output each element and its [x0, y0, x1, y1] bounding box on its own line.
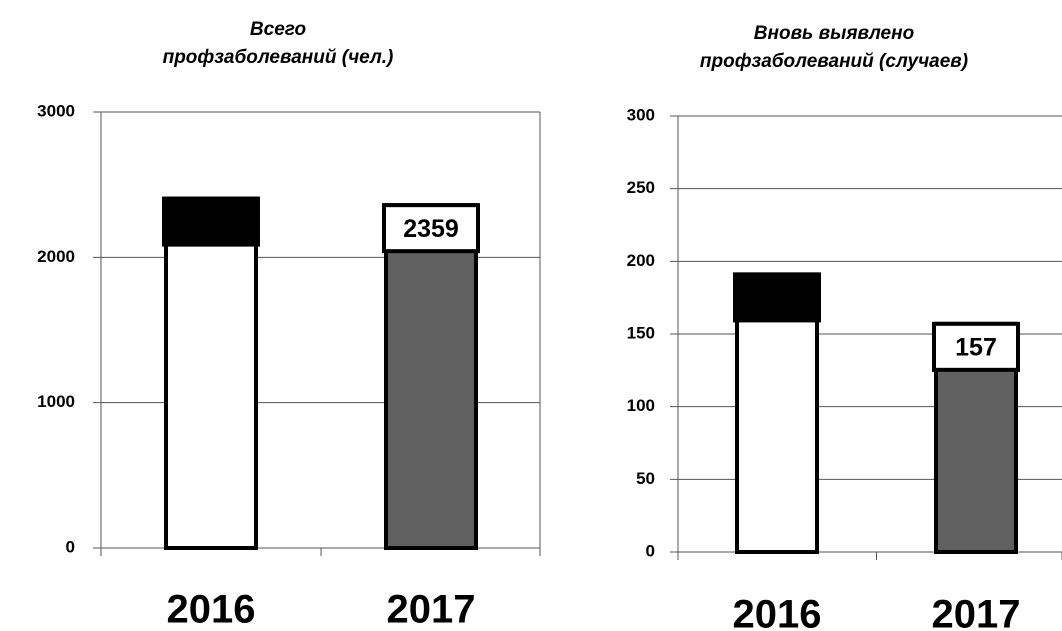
y-tick-label: 2000: [37, 247, 75, 266]
chart-title: профзаболеваний (чел.): [163, 47, 394, 68]
chart-title: Всего: [250, 19, 306, 40]
y-tick-label: 3000: [37, 101, 75, 120]
x-tick-label: 2017: [932, 593, 1021, 631]
y-tick-label: 50: [636, 469, 655, 488]
y-tick-label: 300: [627, 105, 655, 124]
y-tick-label: 0: [646, 541, 655, 560]
value-label-box: [733, 272, 821, 323]
value-label: 2359: [403, 215, 459, 243]
x-tick-label: 2016: [733, 593, 822, 631]
value-label-box: [162, 196, 260, 247]
chart-title: Вновь выявлено: [754, 23, 914, 44]
value-label: 2404: [183, 208, 239, 236]
x-tick-label: 2016: [167, 588, 256, 631]
y-tick-label: 150: [627, 323, 655, 342]
y-tick-label: 100: [627, 396, 655, 415]
value-label-box: [382, 203, 480, 254]
value-label: 157: [955, 333, 997, 361]
y-tick-label: 0: [66, 537, 75, 556]
y-tick-label: 200: [627, 251, 655, 270]
y-tick-label: 1000: [37, 392, 75, 411]
bar: [384, 203, 478, 550]
chart-title: профзаболеваний (случаев): [700, 51, 968, 72]
value-label: 191: [756, 284, 798, 312]
y-tick-label: 250: [627, 178, 655, 197]
bar: [164, 196, 258, 551]
value-label-box: [932, 321, 1020, 372]
x-tick-label: 2017: [387, 588, 476, 631]
